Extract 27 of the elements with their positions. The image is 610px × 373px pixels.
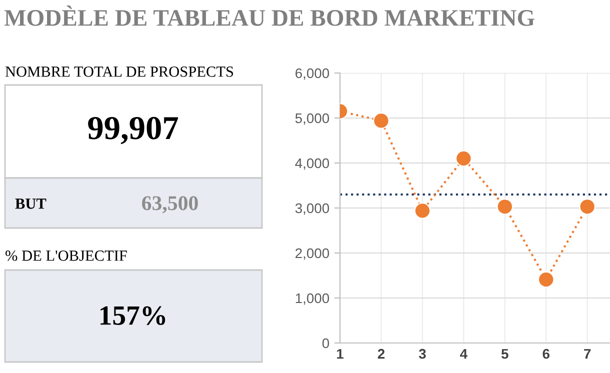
point	[455, 150, 472, 167]
x-tick-label: 2	[378, 348, 385, 359]
y-tick-label: 3,000	[295, 203, 330, 215]
x-tick-label: 4	[460, 349, 468, 359]
y-tick-label: 2,000	[296, 248, 330, 260]
y-tick-label: 4,000	[295, 158, 330, 170]
text: MODÈLE DE TABLEAU DE BORD MARKETING	[4, 5, 534, 26]
x-tick-label: 1	[337, 349, 344, 359]
text: 63,500	[142, 196, 198, 214]
point	[538, 271, 554, 288]
point	[414, 202, 431, 219]
text: 157%	[100, 306, 166, 326]
x-tick-label: 6	[542, 348, 550, 359]
point	[579, 198, 596, 215]
x-tick-label: 5	[501, 349, 508, 359]
y-tick-label: 5,000	[295, 113, 330, 125]
x-tick-label: 7	[584, 349, 591, 359]
text: BUT	[15, 198, 46, 209]
point	[373, 112, 390, 129]
text: % DE L'OBJECTIF	[6, 250, 127, 261]
x-tick-label: 3	[418, 348, 426, 359]
point	[496, 198, 514, 215]
text: NOMBRE TOTAL DE PROSPECTS	[5, 66, 234, 77]
y-tick-label: 6,000	[296, 68, 330, 80]
y-tick-label: 0	[322, 338, 330, 348]
y-tick-label: 1,000	[296, 293, 330, 305]
text: 99,907	[88, 116, 178, 144]
